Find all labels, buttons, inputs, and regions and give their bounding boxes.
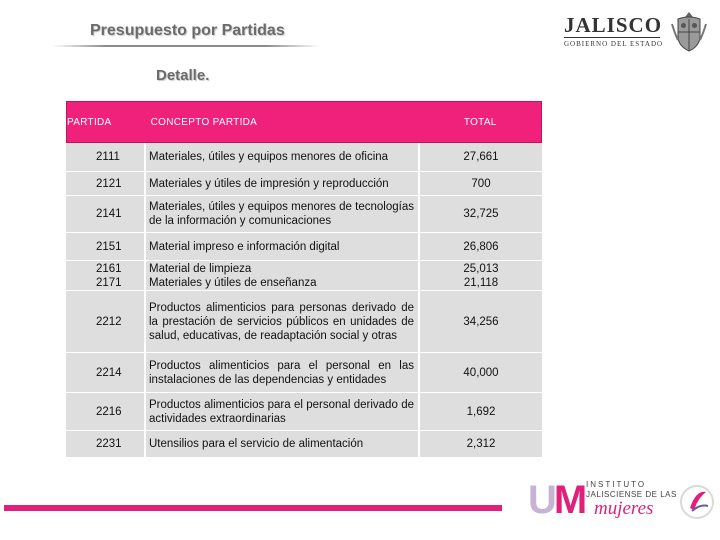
- table-row: 2216 Productos alimenticios para el pers…: [66, 393, 542, 431]
- ijm-logo-m: M: [553, 478, 587, 522]
- seal-icon: [680, 485, 714, 519]
- table-row: 2141 Materiales, útiles y equipos menore…: [66, 196, 542, 233]
- page-subtitle: Detalle.: [156, 67, 210, 84]
- cell-partida: 2141: [96, 208, 122, 220]
- cell-partida: 2111: [96, 151, 120, 163]
- table-row: 2231 Utensilios para el servicio de alim…: [66, 431, 542, 458]
- ijm-logo-line3: mujeres: [594, 498, 654, 519]
- ijm-logo-mark: UM: [528, 478, 587, 522]
- page-title: Presupuesto por Partidas: [90, 22, 285, 39]
- title-underline: [52, 45, 320, 47]
- table-row: 2214 Productos alimenticios para el pers…: [66, 353, 542, 393]
- cell-partida: 2171: [96, 276, 122, 289]
- cell-concepto: Materiales, útiles y equipos menores de …: [149, 201, 414, 227]
- cell-total: 700: [471, 177, 491, 190]
- cell-partida: 2121: [96, 177, 122, 190]
- header-total: TOTAL: [463, 116, 497, 128]
- header-concepto: CONCEPTO PARTIDA: [150, 116, 258, 128]
- ijm-logo: UM INSTITUTO JALISCIENSE DE LAS mujeres: [528, 478, 718, 528]
- cell-concepto: Material de limpieza Materiales y útiles…: [149, 262, 317, 289]
- table-row: 2111 Materiales, útiles y equipos menore…: [66, 143, 542, 172]
- header-partida: PARTIDA: [67, 116, 112, 128]
- coat-of-arms-icon: [671, 12, 707, 52]
- cell-concepto: Productos alimenticios para el personal …: [149, 359, 414, 386]
- cell-partida: 2214: [96, 366, 122, 379]
- cell-total: 27,661: [463, 151, 499, 163]
- ijm-logo-line2: JALISCIENSE DE LAS: [586, 490, 677, 499]
- jalisco-logo-rule: [564, 37, 660, 38]
- cell-concepto: Productos alimenticios para el personal …: [149, 398, 414, 425]
- footer-accent-line: [4, 505, 502, 511]
- cell-total: 21,118: [463, 276, 499, 289]
- jalisco-logo-sub: GOBIERNO DEL ESTADO: [564, 40, 664, 48]
- cell-total: 25,013: [463, 262, 499, 275]
- jalisco-logo: JALISCO GOBIERNO DEL ESTADO: [562, 10, 712, 54]
- cell-concepto: Material impreso e información digital: [149, 240, 340, 253]
- budget-table: PARTIDA CONCEPTO PARTIDA TOTAL 2111 Mate…: [66, 101, 542, 458]
- cell-concepto: Materiales, útiles y equipos menores de …: [149, 151, 389, 163]
- cell-total: 26,806: [463, 240, 499, 253]
- jalisco-logo-word: JALISCO: [564, 13, 663, 37]
- table-row: 2212 Productos alimenticios para persona…: [66, 291, 542, 353]
- cell-partida: 2151: [96, 240, 122, 253]
- cell-concepto: Utensilios para el servicio de alimentac…: [149, 438, 364, 450]
- cell-total: 1,692: [466, 405, 496, 418]
- cell-total: 2,312: [466, 438, 496, 450]
- cell-concepto: Materiales y útiles de impresión y repro…: [149, 177, 389, 190]
- cell-total: 40,000: [463, 366, 499, 379]
- cell-partida: 2231: [96, 438, 122, 450]
- cell-concepto: Productos alimenticios para personas der…: [149, 301, 414, 342]
- cell-total: 32,725: [463, 208, 499, 220]
- cell-total: 34,256: [463, 315, 499, 328]
- cell-partida: 2216: [96, 405, 122, 418]
- table-row: 2121 Materiales y útiles de impresión y …: [66, 172, 542, 196]
- table-row: 2161 2171 Material de limpieza Materiale…: [66, 261, 542, 291]
- table-row: 2151 Material impreso e información digi…: [66, 233, 542, 261]
- cell-partida: 2212: [96, 315, 122, 328]
- table-header: PARTIDA CONCEPTO PARTIDA TOTAL: [66, 101, 542, 143]
- ijm-logo-line1: INSTITUTO: [586, 480, 647, 489]
- cell-partida: 2161: [96, 262, 122, 275]
- ijm-logo-u: U: [528, 478, 557, 522]
